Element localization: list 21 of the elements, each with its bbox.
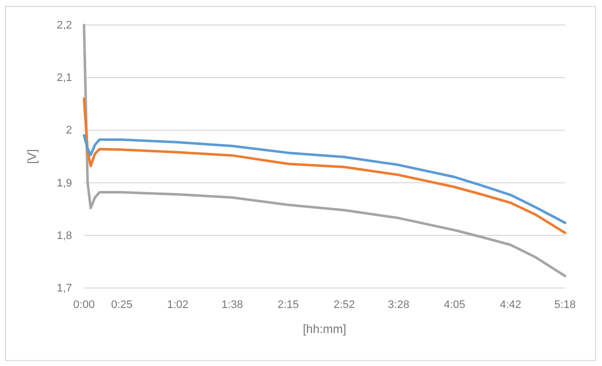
y-tick-label: 2,2 xyxy=(56,20,72,32)
y-tick-label: 2 xyxy=(66,124,72,137)
line-series xyxy=(82,134,566,224)
y-tick-label: 1,7 xyxy=(56,282,72,295)
y-axis-title: [V] xyxy=(25,149,39,164)
x-axis-title: [hh:mm] xyxy=(302,322,346,336)
x-tick-label: 2:15 xyxy=(277,298,299,311)
y-tick-label: 1,9 xyxy=(56,177,72,190)
x-tick-label: 0:25 xyxy=(111,298,133,311)
x-tick-label: 0:00 xyxy=(73,298,95,311)
x-tick-label: 5:18 xyxy=(554,298,576,311)
y-tick-label: 2,1 xyxy=(56,72,72,84)
x-tick-label: 2:52 xyxy=(333,298,355,311)
x-tick-label: 4:05 xyxy=(444,298,466,311)
line-series xyxy=(82,24,566,278)
y-tick-label: 1,8 xyxy=(56,230,72,242)
x-tick-label: 4:42 xyxy=(500,298,522,311)
x-tick-label: 1:38 xyxy=(222,298,243,311)
x-tick-label: 3:28 xyxy=(388,298,410,311)
x-tick-label: 1:02 xyxy=(167,298,188,311)
line-series xyxy=(82,97,566,234)
